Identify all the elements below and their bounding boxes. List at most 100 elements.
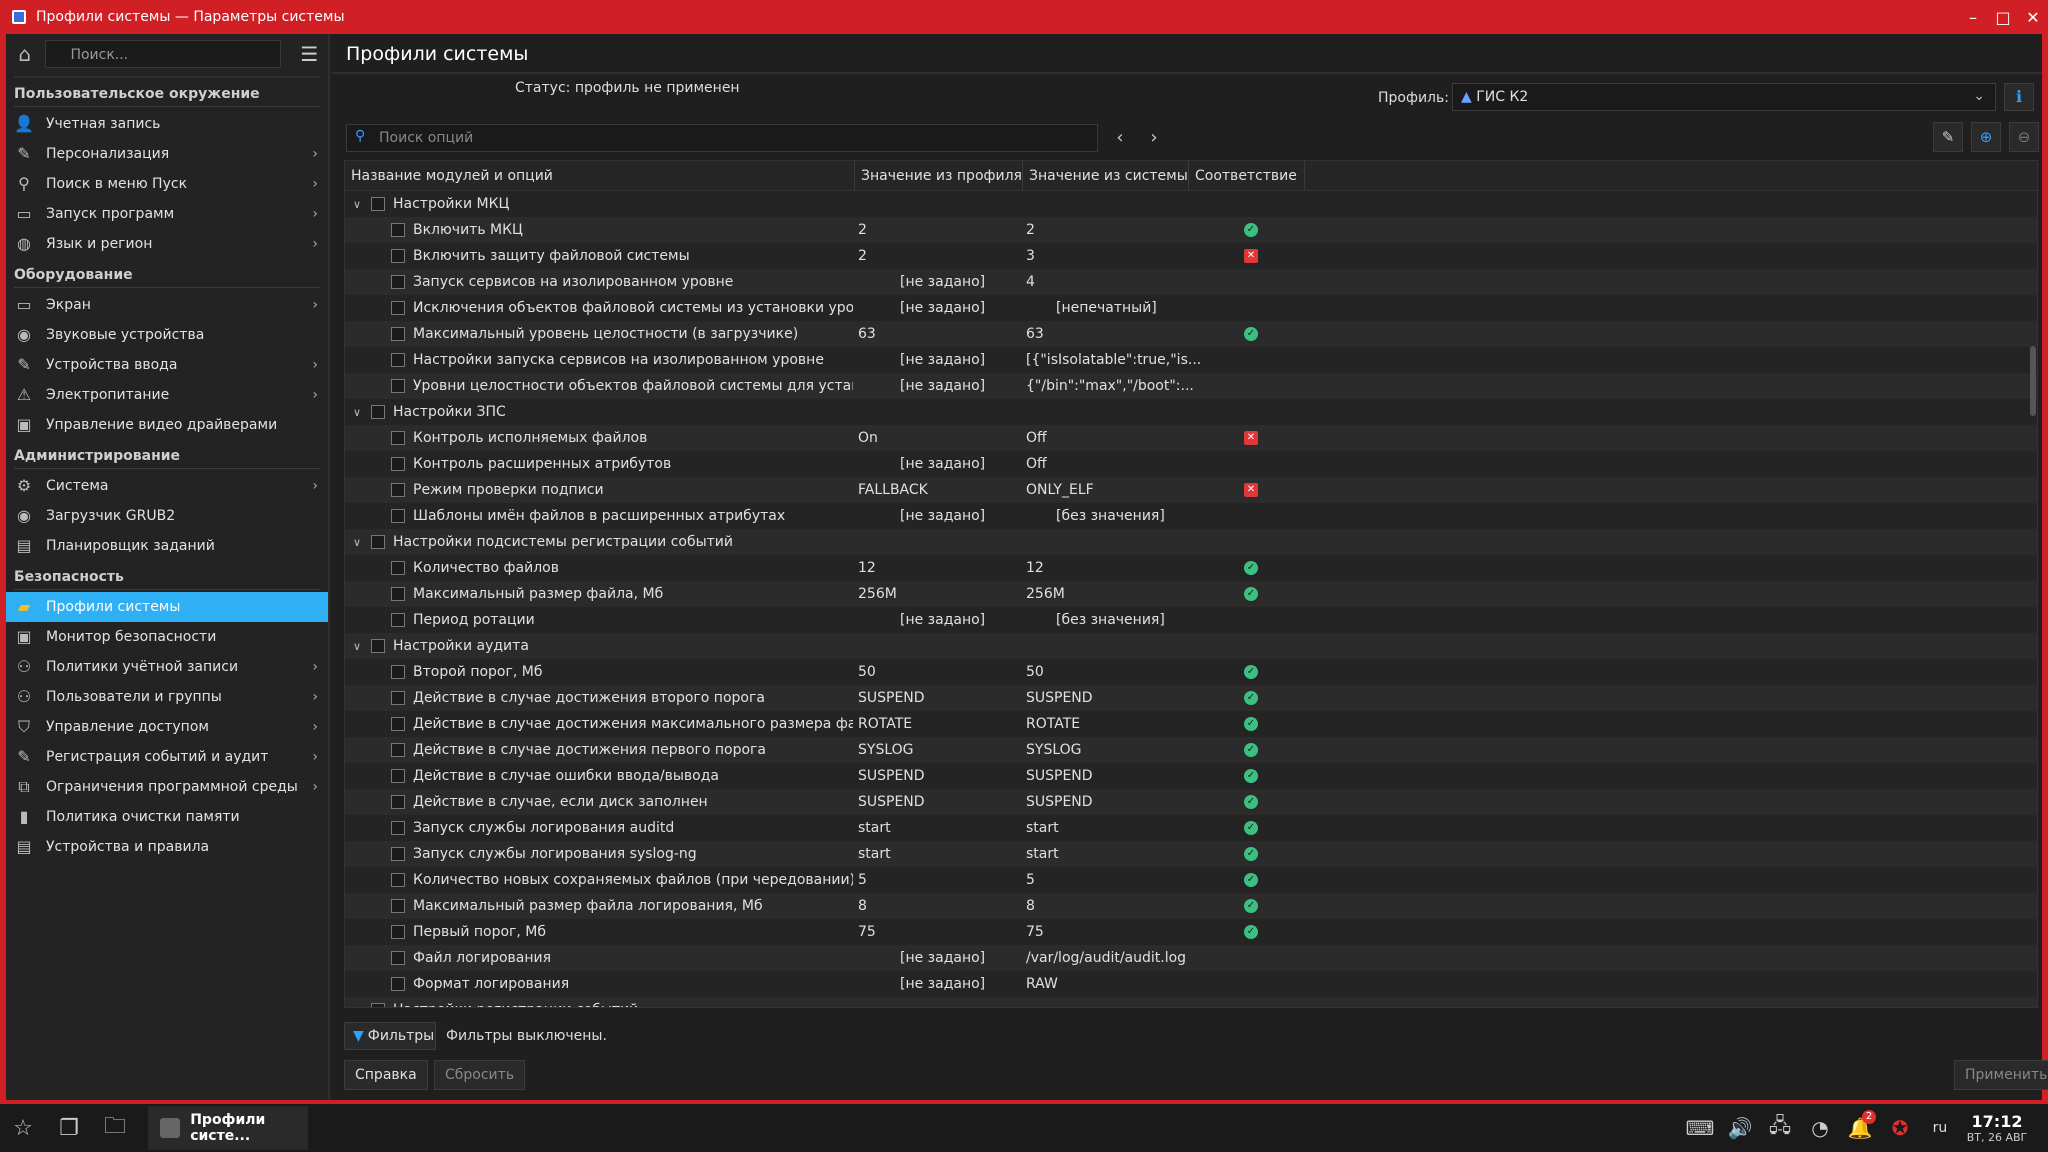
chevron-down-icon[interactable]: ∨ [353, 1004, 361, 1008]
table-row[interactable]: Действие в случае, если диск заполнен SUS… [345, 789, 2037, 815]
table-group-row[interactable]: ∨ Настройки аудита [345, 633, 2037, 659]
close-icon[interactable]: ✕ [2026, 7, 2040, 27]
add-button[interactable]: ⊕ [1971, 122, 2001, 152]
sidebar-item[interactable]: ▮ Политика очистки памяти [6, 802, 328, 832]
row-checkbox[interactable] [391, 847, 405, 861]
table-row[interactable]: Файл логирования [не задано] /var/log/audi… [345, 945, 2037, 971]
table-row[interactable]: Исключения объектов файловой системы из … [345, 295, 2037, 321]
row-checkbox[interactable] [391, 327, 405, 341]
row-checkbox[interactable] [371, 1003, 385, 1007]
network-icon[interactable]: 🖧 [1768, 1113, 1792, 1137]
table-row[interactable]: Режим проверки подписи FALLBACK ONLY_ELF ✕ [345, 477, 2037, 503]
table-row[interactable]: Действие в случае достижения максимально… [345, 711, 2037, 737]
row-checkbox[interactable] [391, 691, 405, 705]
minimize-icon[interactable]: – [1969, 7, 1977, 27]
table-row[interactable]: Период ротации [не задано] [без значения] [345, 607, 2037, 633]
table-row[interactable]: Запуск сервисов на изолированном уровне [… [345, 269, 2037, 295]
row-checkbox[interactable] [391, 353, 405, 367]
security-shield-icon[interactable]: ✪ [1891, 1116, 1909, 1140]
sidebar-item[interactable]: ◉ Звуковые устройства [6, 320, 328, 350]
sidebar-item[interactable]: ⛉ Управление доступом › [6, 712, 328, 742]
help-button[interactable]: Справка [344, 1060, 428, 1090]
row-checkbox[interactable] [391, 249, 405, 263]
profile-select[interactable]: ▲ ГИС К2 ⌄ [1452, 83, 1996, 111]
row-checkbox[interactable] [391, 431, 405, 445]
table-row[interactable]: Действие в случае достижения второго пор… [345, 685, 2037, 711]
table-row[interactable]: Действие в случае достижения первого пор… [345, 737, 2037, 763]
table-row[interactable]: Максимальный размер файла, Мб 256M 256M ✓ [345, 581, 2037, 607]
row-checkbox[interactable] [391, 977, 405, 991]
chevron-down-icon[interactable]: ∨ [353, 639, 362, 653]
table-row[interactable]: Уровни целостности объектов файловой сис… [345, 373, 2037, 399]
row-checkbox[interactable] [371, 535, 385, 549]
row-checkbox[interactable] [391, 483, 405, 497]
table-row[interactable]: Действие в случае ошибки ввода/вывода SUS… [345, 763, 2037, 789]
reset-button[interactable]: Сбросить [434, 1060, 526, 1090]
prev-match-button[interactable]: ‹ [1116, 127, 1124, 148]
notifications-icon[interactable]: 🔔 2 [1840, 1110, 1880, 1140]
sidebar-item[interactable]: ⚇ Политики учётной записи › [6, 652, 328, 682]
table-row[interactable]: Контроль исполняемых файлов On Off ✕ [345, 425, 2037, 451]
row-checkbox[interactable] [391, 275, 405, 289]
apply-button[interactable]: Применить [1954, 1060, 2048, 1090]
sidebar-item[interactable]: ⚇ Пользователи и группы › [6, 682, 328, 712]
taskbar-task-profiles[interactable]: Профили систе... [148, 1106, 308, 1150]
chevron-down-icon[interactable]: ∨ [353, 197, 362, 211]
sidebar-item[interactable]: ▰ Профили системы [6, 592, 328, 622]
menu-icon[interactable]: ☰ [300, 42, 319, 66]
chevron-down-icon[interactable]: ∨ [353, 405, 362, 419]
next-match-button[interactable]: › [1150, 127, 1158, 148]
table-row[interactable]: Второй порог, Мб 50 50 ✓ [345, 659, 2037, 685]
table-group-row[interactable]: ∨ Настройки МКЦ [345, 191, 2037, 217]
column-header-name[interactable]: Название модулей и опций [345, 161, 855, 191]
clock[interactable]: 17:12 ВТ, 26 АВГ [1960, 1112, 2034, 1144]
row-checkbox[interactable] [371, 405, 385, 419]
sidebar-item[interactable]: ▭ Экран › [6, 290, 328, 320]
sidebar-item[interactable]: ⧉ Ограничения программной среды › [6, 772, 328, 802]
sidebar-item[interactable]: ⚙ Система › [6, 471, 328, 501]
sidebar-item[interactable]: ▭ Запуск программ › [6, 199, 328, 229]
sidebar-item[interactable]: ✎ Регистрация событий и аудит › [6, 742, 328, 772]
info-button[interactable]: ℹ [2004, 83, 2034, 111]
maximize-icon[interactable]: □ [1995, 7, 2011, 27]
table-row[interactable]: Включить защиту файловой системы 2 3 ✕ [345, 243, 2037, 269]
keyboard-layout[interactable]: ru [1932, 1120, 1948, 1136]
table-row[interactable]: Количество файлов 12 12 ✓ [345, 555, 2037, 581]
sidebar-item[interactable]: ▣ Управление видео драйверами [6, 410, 328, 440]
volume-icon[interactable]: 🔊 [1727, 1116, 1753, 1140]
remove-button[interactable]: ⊖ [2009, 122, 2039, 152]
table-row[interactable]: Формат логирования [не задано] RAW [345, 971, 2037, 997]
table-group-row[interactable]: ∨ Настройки подсистемы регистрации событи… [345, 529, 2037, 555]
table-group-row[interactable]: ∨ Настройки регистрации событий [345, 997, 2037, 1008]
folder-icon[interactable]: 🗀 [103, 1114, 126, 1139]
edit-button[interactable]: ✎ [1933, 122, 1963, 152]
row-checkbox[interactable] [391, 509, 405, 523]
row-checkbox[interactable] [391, 899, 405, 913]
table-row[interactable]: Запуск службы логирования auditd start sta… [345, 815, 2037, 841]
row-checkbox[interactable] [391, 873, 405, 887]
table-row[interactable]: Максимальный размер файла логирования, М… [345, 893, 2037, 919]
table-row[interactable]: Количество новых сохраняемых файлов (при… [345, 867, 2037, 893]
row-checkbox[interactable] [391, 925, 405, 939]
performance-icon[interactable]: ◔ [1811, 1116, 1829, 1140]
column-header-system-value[interactable]: Значение из системы [1023, 161, 1189, 191]
sidebar-item[interactable]: ▤ Устройства и правила [6, 832, 328, 862]
chevron-down-icon[interactable]: ∨ [353, 535, 362, 549]
row-checkbox[interactable] [391, 223, 405, 237]
star-menu-icon[interactable]: ☆ [13, 1115, 33, 1141]
filters-button[interactable]: ▼ Фильтры [344, 1022, 436, 1050]
table-group-row[interactable]: ∨ Настройки ЗПС [345, 399, 2037, 425]
sidebar-item[interactable]: ◍ Язык и регион › [6, 229, 328, 259]
sidebar-item[interactable]: ◉ Загрузчик GRUB2 [6, 501, 328, 531]
column-header-match[interactable]: Соответствие [1189, 161, 1305, 191]
sidebar-item[interactable]: ⚲ Поиск в меню Пуск › [6, 169, 328, 199]
row-checkbox[interactable] [391, 795, 405, 809]
option-search-input[interactable]: ⚲ Поиск опций [346, 124, 1098, 152]
sidebar-item[interactable]: ▣ Монитор безопасности [6, 622, 328, 652]
table-row[interactable]: Максимальный уровень целостности (в загр… [345, 321, 2037, 347]
row-checkbox[interactable] [391, 951, 405, 965]
column-header-profile-value[interactable]: Значение из профиля [855, 161, 1023, 191]
row-checkbox[interactable] [391, 743, 405, 757]
row-checkbox[interactable] [391, 457, 405, 471]
sidebar-search-input[interactable]: Поиск... [45, 40, 281, 68]
